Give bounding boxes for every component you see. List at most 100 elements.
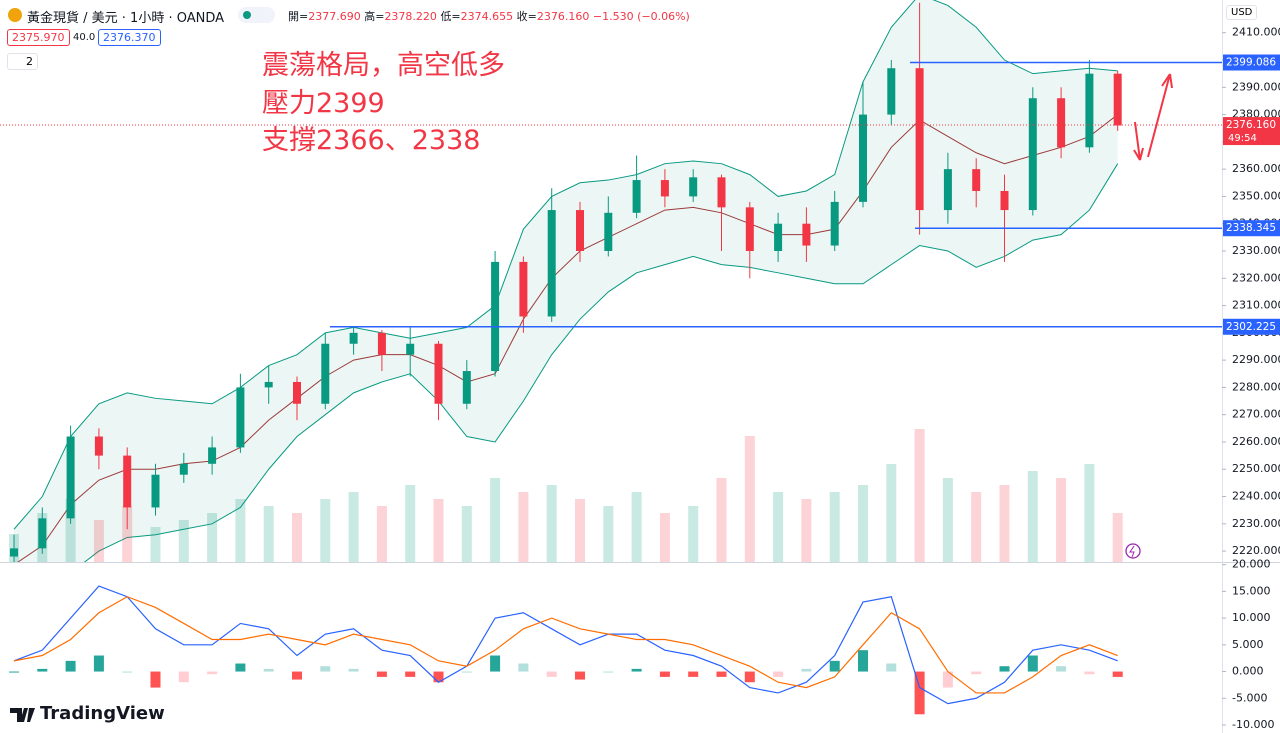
macd-histogram bbox=[1112, 671, 1123, 677]
macd-histogram bbox=[914, 671, 925, 715]
macd-histogram bbox=[1056, 666, 1067, 672]
countdown: 49:54 bbox=[1228, 133, 1257, 144]
volume-bar bbox=[65, 499, 76, 562]
volume-bar bbox=[688, 506, 699, 562]
volume-bar bbox=[716, 478, 727, 562]
alert-bolt bbox=[1129, 545, 1135, 558]
band-fill bbox=[14, 0, 1118, 562]
y-tick-label: 2410.000 bbox=[1232, 26, 1280, 39]
candle-body bbox=[1113, 73, 1122, 126]
candle-body bbox=[943, 169, 952, 211]
y-tick-label: 2230.000 bbox=[1232, 517, 1280, 530]
candle-body bbox=[802, 223, 811, 246]
ohlc-key: 開= bbox=[288, 10, 309, 23]
candle-body bbox=[179, 463, 188, 475]
currency[interactable]: USD bbox=[1226, 5, 1258, 20]
down-arrow bbox=[1133, 121, 1144, 161]
annotation: 震蕩格局，高空低多 bbox=[262, 50, 505, 81]
volume-bar bbox=[461, 506, 472, 562]
change: −1.530 (−0.06%) bbox=[592, 10, 690, 23]
macd-histogram bbox=[631, 668, 642, 672]
macd-histogram bbox=[461, 671, 472, 673]
volume-bar bbox=[376, 506, 387, 562]
volume-bar bbox=[1027, 471, 1038, 562]
candle-body bbox=[972, 169, 981, 191]
macd-histogram bbox=[178, 671, 189, 683]
y-tick-label: 2250.000 bbox=[1232, 462, 1280, 475]
macd-histogram bbox=[93, 655, 104, 672]
macd-histogram bbox=[999, 666, 1010, 672]
indicator-count[interactable]: 2 bbox=[7, 53, 38, 70]
band-lower bbox=[83, 163, 1119, 562]
y-tick-label: 20.000 bbox=[1232, 558, 1271, 571]
symbol-name[interactable]: 黃金現貨 / 美元 · 1小時 · OANDA bbox=[27, 11, 225, 26]
volume-bar bbox=[546, 485, 557, 562]
level-tag bbox=[1223, 54, 1280, 71]
candle-body bbox=[38, 518, 47, 549]
macd-histogram bbox=[263, 668, 274, 672]
macd-histogram bbox=[292, 671, 302, 680]
macd-histogram bbox=[490, 655, 501, 672]
candle-body bbox=[349, 332, 358, 344]
candle-body bbox=[321, 343, 330, 404]
macd-histogram bbox=[376, 671, 387, 677]
candle-body bbox=[632, 180, 641, 213]
y-tick-label: 2350.000 bbox=[1232, 189, 1280, 202]
volume-bar bbox=[858, 485, 868, 562]
volume-bar bbox=[971, 492, 982, 562]
y-tick-label: 2280.000 bbox=[1232, 380, 1280, 393]
up-arrow bbox=[1147, 73, 1173, 158]
volume-bar bbox=[631, 492, 642, 562]
volume-bar bbox=[490, 478, 501, 562]
ohlc-value: 2377.690 bbox=[308, 10, 361, 23]
last-price-tag bbox=[1223, 117, 1280, 146]
symbol-icon bbox=[8, 8, 22, 22]
volume-bar bbox=[150, 527, 161, 562]
candle-body bbox=[660, 180, 669, 197]
volume-bar bbox=[942, 478, 953, 562]
y-tick-label: 2360.000 bbox=[1232, 162, 1280, 175]
ohlc-key: 低= bbox=[440, 10, 461, 23]
y-tick-label: 2260.000 bbox=[1232, 435, 1280, 448]
logo-text: TradingView bbox=[40, 703, 165, 724]
y-tick-label: 15.000 bbox=[1232, 584, 1271, 597]
macd-histogram bbox=[659, 671, 670, 677]
y-tick-label: 2270.000 bbox=[1232, 408, 1280, 421]
volume-bar bbox=[575, 499, 585, 562]
bid[interactable]: 2375.970 bbox=[7, 29, 70, 46]
candle-body bbox=[10, 548, 18, 557]
macd-histogram bbox=[858, 650, 868, 672]
macd-signal bbox=[13, 596, 1118, 694]
y-tick-label: -5.000 bbox=[1232, 691, 1267, 704]
candle-body bbox=[604, 212, 613, 251]
macd-histogram bbox=[433, 671, 444, 683]
logo-mark bbox=[10, 708, 35, 722]
macd-histogram bbox=[207, 671, 218, 675]
volume-bar bbox=[348, 492, 359, 562]
volume-bar bbox=[603, 506, 614, 562]
macd-histogram bbox=[801, 668, 812, 672]
band-upper bbox=[13, 0, 1118, 530]
volume-bar bbox=[914, 429, 925, 562]
status-badge[interactable] bbox=[238, 7, 275, 23]
macd-histogram bbox=[942, 671, 953, 688]
y-tick-label: 2240.000 bbox=[1232, 490, 1280, 503]
candle-body bbox=[94, 436, 103, 456]
candle-body bbox=[293, 381, 301, 404]
last-price-label: 2376.160 bbox=[1226, 119, 1276, 131]
macd-histogram bbox=[348, 668, 359, 672]
ask[interactable]: 2376.370 bbox=[98, 29, 161, 46]
macd-histogram bbox=[688, 671, 699, 677]
volume-bar bbox=[207, 513, 218, 562]
macd-histogram bbox=[518, 663, 529, 672]
y-tick-label: 2390.000 bbox=[1232, 80, 1280, 93]
ohlc-key: 高= bbox=[364, 10, 385, 23]
alert-icon[interactable] bbox=[1125, 543, 1141, 559]
volume-bar bbox=[1084, 464, 1095, 562]
volume-bar bbox=[659, 513, 670, 562]
macd-histogram bbox=[235, 663, 246, 672]
candle-body bbox=[1085, 73, 1094, 148]
volume-bar bbox=[801, 499, 812, 562]
candle-body bbox=[66, 436, 75, 519]
